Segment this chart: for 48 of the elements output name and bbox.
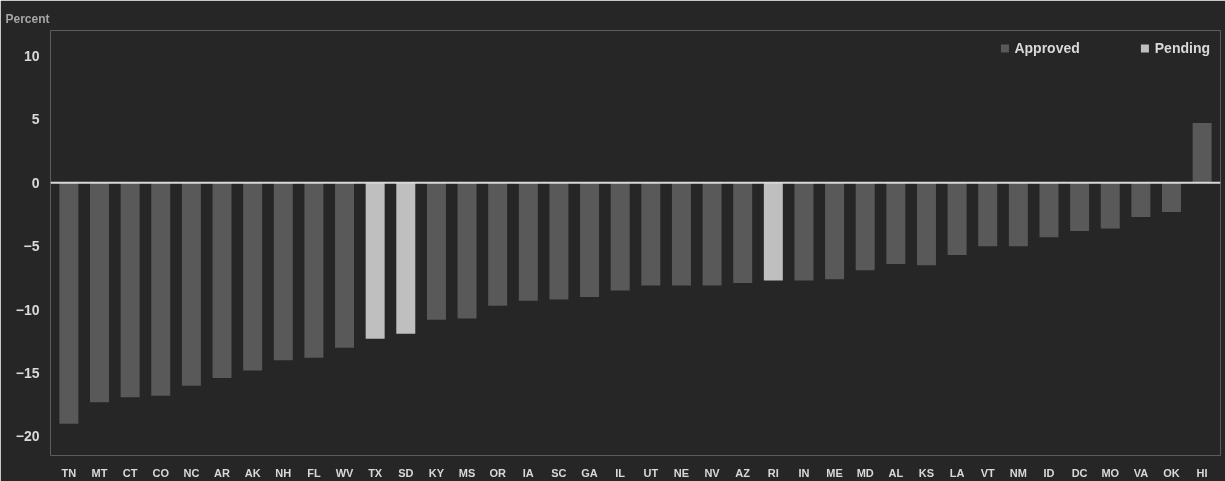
x-tick-label: MD <box>856 466 874 479</box>
x-tick-label: NH <box>275 466 292 479</box>
y-tick-label: 5 <box>31 111 40 128</box>
x-tick-label: IA <box>522 466 534 479</box>
x-tick-label: MS <box>458 466 476 479</box>
x-tick-label: MT <box>91 466 108 479</box>
x-tick-label: RI <box>767 466 779 479</box>
y-tick-label: 0 <box>31 174 40 191</box>
y-tick-label: −15 <box>15 365 40 382</box>
x-tick-label: LA <box>949 466 965 479</box>
x-tick-label: NV <box>704 466 721 479</box>
x-tick-label: VT <box>980 466 996 479</box>
y-tick-label: −5 <box>23 238 40 255</box>
x-tick-label: CO <box>152 466 170 479</box>
x-tick-label: OR <box>489 466 506 479</box>
x-tick-label: IL <box>615 466 626 479</box>
x-tick-label: AK <box>244 466 261 479</box>
x-tick-label: TN <box>61 466 77 479</box>
x-tick-label: KY <box>428 466 445 479</box>
x-tick-label: DC <box>1071 466 1088 479</box>
x-tick-label: UT <box>643 466 659 479</box>
y-tick-label: −20 <box>15 428 40 445</box>
x-tick-label: TX <box>368 466 383 479</box>
x-tick-label: CT <box>122 466 138 479</box>
x-tick-label: NC <box>183 466 200 479</box>
x-tick-label: AL <box>888 466 904 479</box>
x-tick-label: NM <box>1009 466 1027 479</box>
x-tick-label: SD <box>398 466 414 479</box>
x-tick-label: NE <box>673 466 690 479</box>
x-tick-label: SC <box>551 466 567 479</box>
legend-label: Pending <box>1154 40 1210 56</box>
x-tick-label: FL <box>307 466 321 479</box>
x-tick-label: HI <box>1196 466 1208 479</box>
x-tick-label: OK <box>1163 466 1180 479</box>
x-tick-label: ME <box>826 466 843 479</box>
x-tick-label: MO <box>1101 466 1120 479</box>
y-axis-title: Percent <box>5 11 50 26</box>
x-tick-label: GA <box>581 466 598 479</box>
x-tick-label: AR <box>214 466 231 479</box>
x-tick-label: KS <box>918 466 935 479</box>
x-tick-label: IN <box>798 466 810 479</box>
y-tick-label: −10 <box>15 301 40 318</box>
y-tick-label: 10 <box>23 47 40 64</box>
x-tick-label: WV <box>335 466 355 479</box>
x-tick-label: VA <box>1133 466 1149 479</box>
x-tick-label: AZ <box>735 466 751 479</box>
legend-label: Approved <box>1014 40 1080 56</box>
x-tick-label: ID <box>1043 466 1055 479</box>
